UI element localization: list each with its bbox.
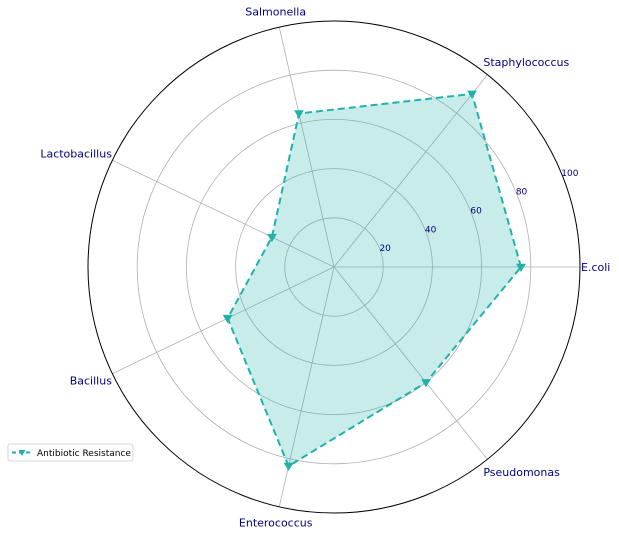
category-label: Enterococcus [239, 516, 313, 529]
data-point [421, 379, 431, 388]
category-label: Bacillus [70, 375, 112, 388]
outer-frame [87, 20, 581, 514]
grid-spoke [333, 266, 488, 460]
legend-box [7, 443, 134, 462]
grid-spoke [278, 27, 335, 268]
data-point [267, 233, 277, 243]
series-area [227, 93, 521, 467]
series-markers [222, 90, 526, 472]
grid-spoke [333, 74, 488, 268]
data-point [516, 263, 526, 272]
legend: Antibiotic Resistance [7, 443, 134, 462]
grid-spoke [112, 266, 335, 375]
r-tick-label: 80 [516, 188, 528, 198]
grid-spoke [112, 159, 335, 268]
category-label: E.coli [581, 261, 610, 274]
legend-marker [18, 450, 26, 456]
r-tick-label: 20 [379, 244, 391, 254]
category-labels: E.coli Staphylococcus Salmonella Lactobacil… [40, 6, 610, 530]
data-point [283, 462, 294, 472]
r-tick-label: 100 [561, 169, 578, 179]
legend-label: Antibiotic Resistance [37, 449, 131, 459]
data-point [222, 314, 233, 324]
data-point [467, 90, 477, 99]
data-point [294, 110, 304, 119]
r-tick-label: 60 [470, 207, 482, 217]
tick-labels: 20 40 60 80 100 [379, 169, 578, 254]
r-tick-label: 40 [425, 225, 437, 235]
category-label: Pseudomonas [483, 466, 560, 479]
category-label: Salmonella [245, 6, 306, 19]
category-label: Staphylococcus [483, 56, 569, 69]
category-label: Lactobacillus [40, 147, 112, 160]
